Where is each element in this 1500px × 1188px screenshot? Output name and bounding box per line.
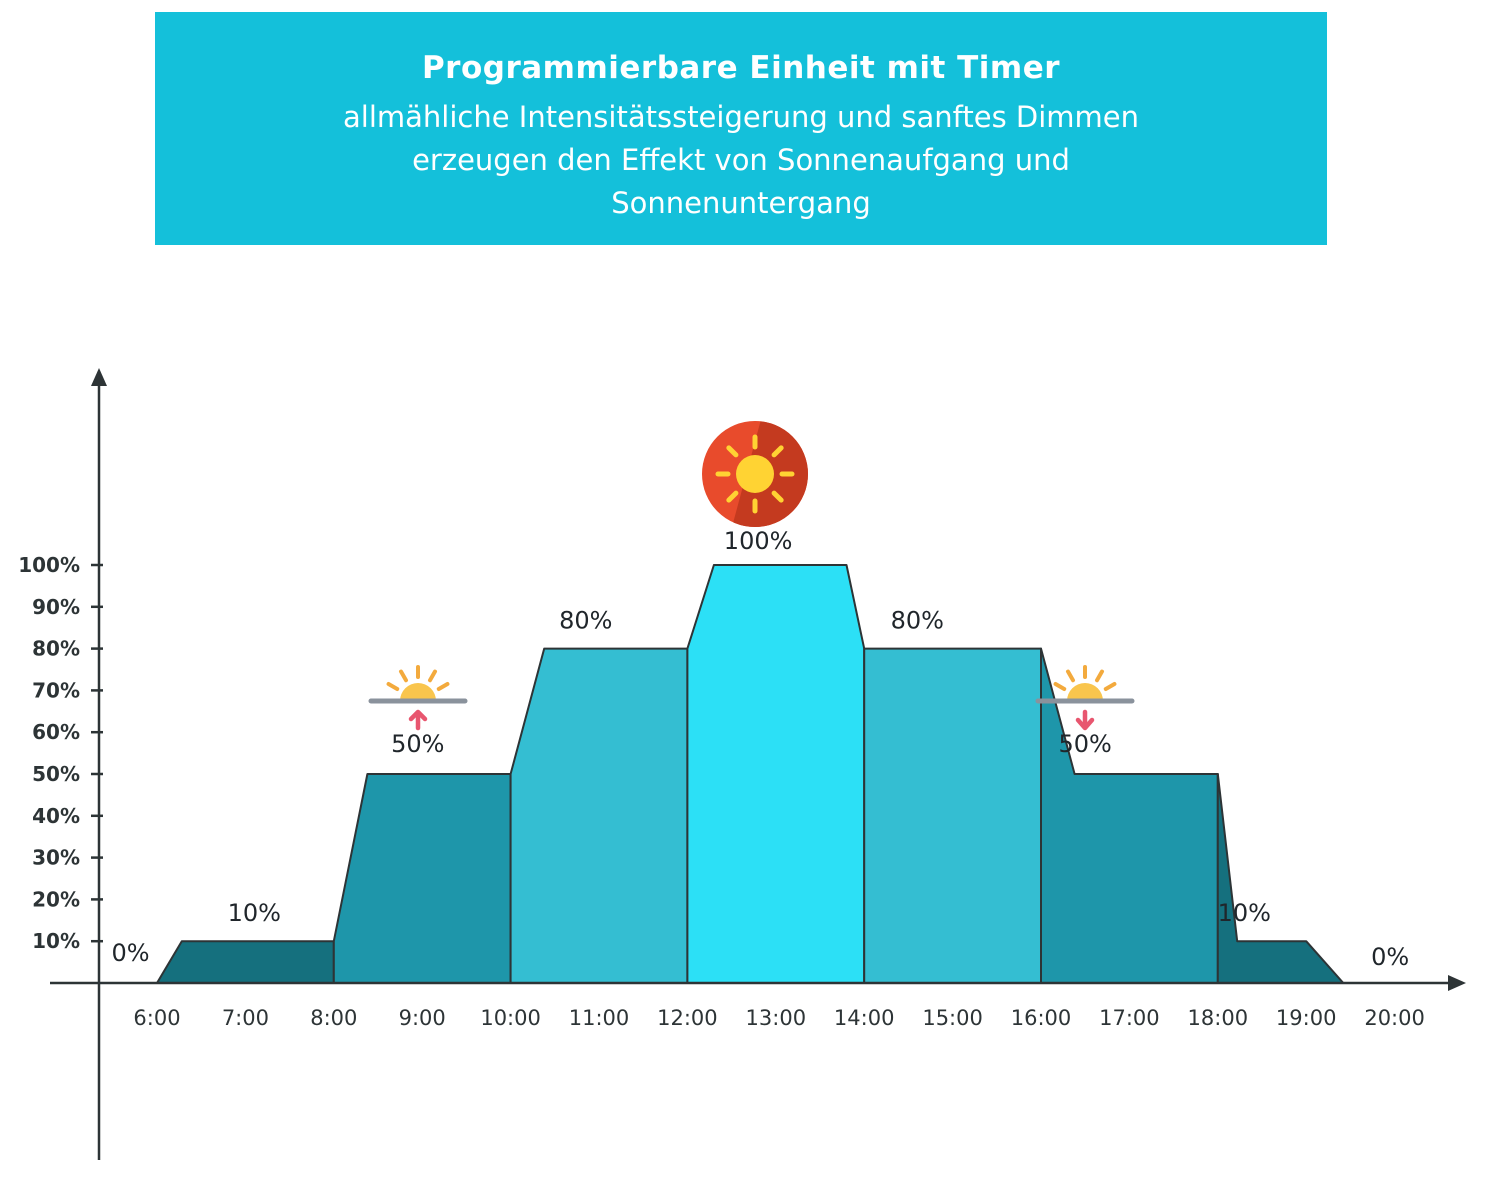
value-label: 80% [559,607,612,635]
chart-band [509,647,689,984]
y-tick-label: 60% [32,720,80,744]
y-tick-label: 30% [32,846,80,870]
chart-band [1216,773,1345,984]
x-tick-label: 9:00 [399,1006,446,1030]
subtitle-line-2: erzeugen den Effekt von Sonnenaufgang un… [412,143,1070,177]
sun-icon [702,421,808,527]
value-label: 50% [1059,730,1112,758]
y-tick-label: 20% [32,887,80,911]
y-tick-label: 40% [32,804,80,828]
x-tick-label: 15:00 [922,1006,983,1030]
value-label: 50% [391,730,444,758]
page-title: Programmierbare Einheit mit Timer [421,50,1061,86]
x-tick-label: 17:00 [1099,1006,1160,1030]
arrow-up-icon [408,709,428,731]
subtitle-line-3: Sonnenuntergang [611,186,871,220]
chart-band [863,647,1042,984]
header-banner: Programmierbare Einheit mit Timer allmäh… [155,12,1327,245]
x-tick-label: 18:00 [1188,1006,1249,1030]
x-tick-label: 12:00 [657,1006,718,1030]
y-axis-arrow [91,368,107,386]
x-tick-label: 20:00 [1364,1006,1425,1030]
x-tick-label: 10:00 [480,1006,541,1030]
chart-band [156,940,335,984]
value-label: 100% [724,527,793,555]
sun-core [736,455,774,493]
arrow-down-icon [1075,709,1095,731]
x-axis-arrow [1448,975,1466,991]
sunset-icon [1035,665,1135,731]
subtitle-line-1: allmähliche Intensitätssteigerung und sa… [342,100,1140,134]
x-tick-label: 13:00 [746,1006,807,1030]
x-tick-label: 6:00 [133,1006,180,1030]
value-label: 0% [111,939,149,967]
sunrise-icon [368,665,468,731]
chart-band [686,564,866,984]
sunrise-sun [400,683,436,700]
x-tick-label: 8:00 [310,1006,357,1030]
sun-rays [715,434,795,514]
value-label: 10% [228,899,281,927]
chart-band [332,773,512,984]
y-tick-label: 10% [32,929,80,953]
sun-flat-shadow [729,421,808,527]
y-tick-label: 70% [32,678,80,702]
x-tick-label: 7:00 [222,1006,269,1030]
y-tick-label: 100% [18,553,80,577]
x-tick-label: 19:00 [1276,1006,1337,1030]
value-label: 0% [1371,943,1409,971]
value-label: 10% [1218,899,1271,927]
x-tick-label: 16:00 [1011,1006,1072,1030]
sunset-sun [1067,683,1103,700]
y-tick-label: 90% [32,595,80,619]
y-tick-label: 50% [32,762,80,786]
value-label: 80% [891,607,944,635]
y-tick-label: 80% [32,637,80,661]
x-tick-label: 11:00 [569,1006,630,1030]
x-tick-label: 14:00 [834,1006,895,1030]
